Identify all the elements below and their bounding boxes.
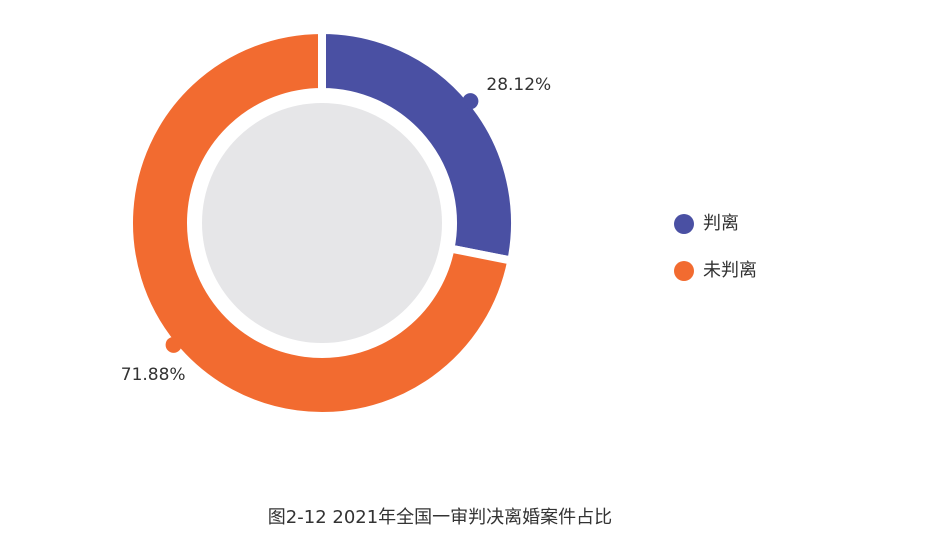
donut-slice	[318, 25, 519, 266]
chart-title: 图2-12 2021年全国一审判决离婚案件占比	[268, 507, 612, 528]
legend-label: 判离	[703, 213, 739, 234]
donut-center	[202, 103, 442, 343]
legend-label: 未判离	[703, 260, 757, 281]
value-label: 71.88%	[121, 365, 186, 385]
legend-marker	[674, 214, 694, 234]
donut-slice	[125, 25, 517, 420]
legend-marker	[674, 261, 694, 281]
value-label: 28.12%	[486, 75, 551, 95]
label-dot	[165, 336, 182, 353]
label-dot	[462, 93, 479, 110]
